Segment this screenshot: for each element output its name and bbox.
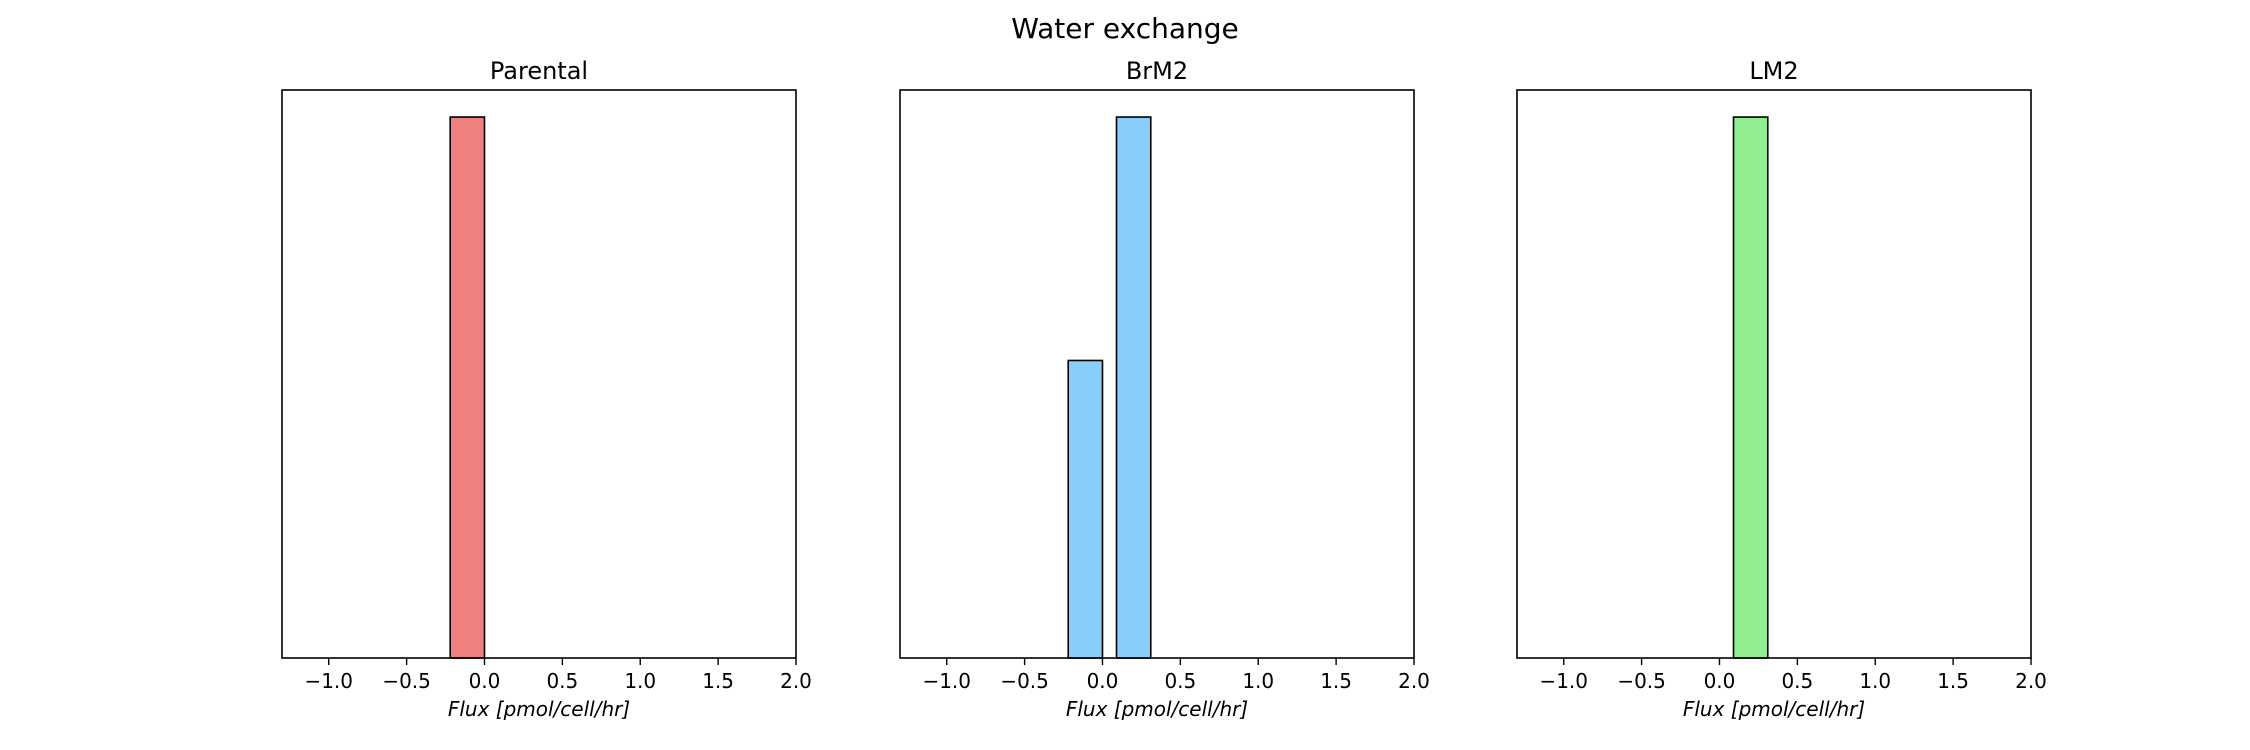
bar — [1732, 116, 1769, 659]
axes-frame — [899, 89, 1415, 659]
x-tick-label: 1.0 — [624, 669, 656, 693]
x-tick-label: 1.5 — [1320, 669, 1352, 693]
figure-title: Water exchange — [1011, 12, 1239, 45]
panel-title: BrM2 — [1126, 57, 1188, 85]
panels: Parental −1.0 −0.5 0.0 0.5 1.0 1.5 2.0 Flux [pmo… — [281, 57, 2047, 721]
x-tick-label: 1.0 — [1242, 669, 1274, 693]
x-tick-label: 2.0 — [1398, 669, 1430, 693]
x-tick-label: 1.0 — [1859, 669, 1891, 693]
x-tick-label: −0.5 — [1617, 669, 1666, 693]
x-tick-label: 0.5 — [1781, 669, 1813, 693]
x-tick-label: −1.0 — [304, 669, 353, 693]
bar — [1115, 116, 1152, 659]
x-tick-label: −0.5 — [1000, 669, 1049, 693]
x-tick-label: −0.5 — [382, 669, 431, 693]
x-tick-label: 1.5 — [702, 669, 734, 693]
x-tick-label: 0.0 — [469, 669, 501, 693]
axes-frame — [1516, 89, 2032, 659]
x-tick-label: 1.5 — [1937, 669, 1969, 693]
panel-parental: Parental −1.0 −0.5 0.0 0.5 1.0 1.5 2.0 Flux [pmo… — [281, 57, 812, 721]
x-tick-label: 2.0 — [780, 669, 812, 693]
x-tick-label: 0.0 — [1087, 669, 1119, 693]
x-tick-label: −1.0 — [1539, 669, 1588, 693]
x-axis-label: Flux [pmol/cell/hr] — [448, 697, 630, 721]
axes-frame — [281, 89, 797, 659]
panel-brm2: BrM2 −1.0 −0.5 0.0 0.5 1.0 1.5 2.0 Flux [pmol/ce… — [899, 57, 1430, 721]
bar — [1067, 359, 1104, 659]
x-tick-label: 0.0 — [1704, 669, 1736, 693]
panel-lm2: LM2 −1.0 −0.5 0.0 0.5 1.0 1.5 2.0 Flux [pmol/cel… — [1516, 57, 2047, 721]
x-tick-label: 0.5 — [546, 669, 578, 693]
x-tick-label: 0.5 — [1164, 669, 1196, 693]
x-tick-label: −1.0 — [922, 669, 971, 693]
x-axis-label: Flux [pmol/cell/hr] — [1683, 697, 1865, 721]
x-tick-label: 2.0 — [2015, 669, 2047, 693]
panel-title: LM2 — [1749, 57, 1798, 85]
panel-title: Parental — [490, 57, 588, 85]
x-axis-label: Flux [pmol/cell/hr] — [1066, 697, 1248, 721]
bar — [449, 116, 486, 659]
